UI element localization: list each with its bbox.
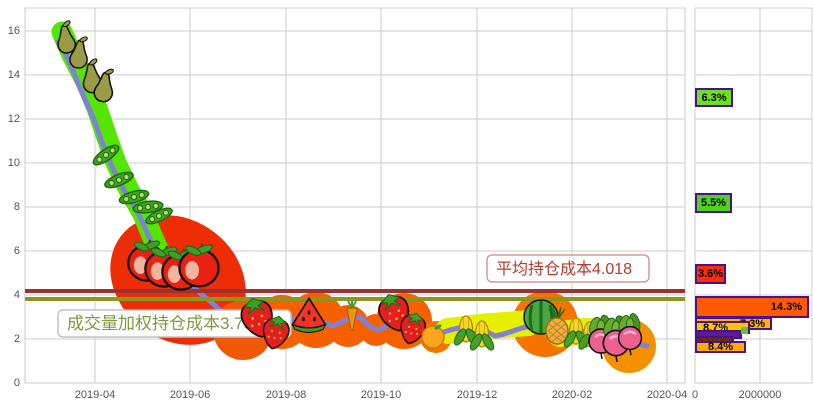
watermelon-slice-icon [291,296,327,333]
peapod-icon [92,144,120,166]
volume-tick-label: 0 [691,389,699,401]
price-tick-label: 6 [13,245,20,257]
corn-icon [469,320,495,351]
price-tick-label: 8 [13,201,20,213]
pear-icon [69,36,88,69]
peapod-icon [104,171,134,189]
pear-icon [57,20,76,54]
volume-tick-label: 2000000 [738,389,782,401]
date-tick-label: 2019-04 [74,389,116,401]
orange-icon [421,324,445,349]
price-tick-label: 14 [7,69,20,81]
tomato-icon [178,243,220,288]
price-tick-label: 12 [7,113,20,125]
svg-text:成交量加权持仓成本3.757: 成交量加权持仓成本3.757 [67,314,263,333]
volume-bar: 3.6% [695,264,726,284]
volume-bar: 8.4% [695,341,746,353]
volume-bar: 5.5% [695,193,732,213]
date-tick-label: 2019-06 [169,389,211,401]
volume-bar: 14.3% [695,296,809,318]
date-tick-label: 2019-08 [265,389,307,401]
date-tick-label: 2019-12 [456,389,498,401]
main-plot-border [24,7,686,384]
price-tick-label: 0 [13,377,20,389]
pineapple-icon [545,306,569,345]
date-tick-label: 2019-10 [360,389,402,401]
radish-icon [617,313,643,356]
green-square-marker [741,327,748,334]
pear-icon [93,68,114,103]
peapod-icon [145,207,173,225]
price-tick-label: 2 [13,333,20,345]
price-tick-label: 16 [7,25,20,37]
peapod-icon [118,189,150,205]
vw-cost-label: 成交量加权持仓成本3.757 [57,309,292,338]
strawberry-icon [262,315,290,350]
carrot-icon [346,300,358,331]
strawberry-icon [378,293,410,332]
avg-cost-label: 平均持仓成本4.018 [486,254,650,283]
date-tick-label: 2020-04 [646,389,688,401]
date-tick-label: 2020-02 [551,389,593,401]
strawberry-icon [400,312,427,345]
volume-bar: 6.3% [695,88,733,107]
svg-text:平均持仓成本4.018: 平均持仓成本4.018 [496,260,632,278]
peapod-icon [132,200,164,214]
price-tick-label: 10 [7,157,20,169]
price-tick-label: 4 [13,289,20,301]
